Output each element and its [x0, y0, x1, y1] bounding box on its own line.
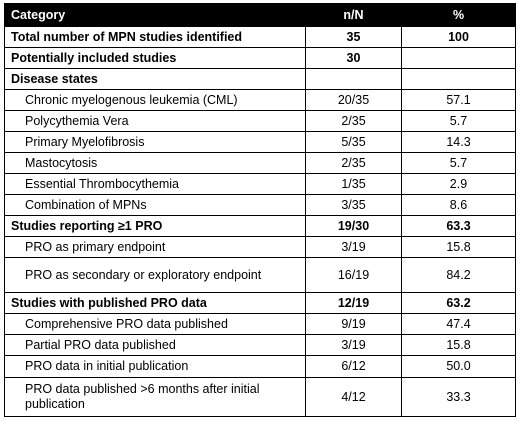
table-row: PRO data in initial publication 6/12 50.…	[4, 355, 516, 378]
row-count: 3/35	[305, 194, 402, 216]
table-row: PRO as primary endpoint 3/19 15.8	[4, 236, 516, 258]
row-label: Studies reporting ≥1 PRO	[4, 215, 306, 237]
row-label: Potentially included studies	[4, 47, 306, 69]
table-row: Combination of MPNs 3/35 8.6	[4, 194, 516, 216]
row-label: PRO data published >6 months after initi…	[4, 377, 306, 417]
row-label: Essential Thrombocythemia	[4, 173, 306, 195]
table-row: Comprehensive PRO data published 9/19 47…	[4, 313, 516, 335]
row-percent: 14.3	[401, 131, 516, 153]
row-percent: 47.4	[401, 313, 516, 335]
header-n-over-n: n/N	[305, 3, 402, 27]
row-label: Combination of MPNs	[4, 194, 306, 216]
row-percent: 15.8	[401, 236, 516, 258]
mpn-studies-table-container: Category n/N % Total number of MPN studi…	[4, 3, 516, 417]
row-percent: 2.9	[401, 173, 516, 195]
row-percent: 63.3	[401, 215, 516, 237]
row-count: 1/35	[305, 173, 402, 195]
row-label: Polycythemia Vera	[4, 110, 306, 132]
row-count: 5/35	[305, 131, 402, 153]
row-count: 6/12	[305, 355, 402, 378]
row-count: 35	[305, 26, 402, 48]
table-row: Essential Thrombocythemia 1/35 2.9	[4, 173, 516, 195]
row-count: 16/19	[305, 257, 402, 293]
row-count: 4/12	[305, 377, 402, 417]
row-count: 2/35	[305, 152, 402, 174]
table-row: Studies reporting ≥1 PRO 19/30 63.3	[4, 215, 516, 237]
row-label: PRO as secondary or exploratory endpoint	[4, 257, 306, 293]
row-count: 12/19	[305, 292, 402, 314]
row-percent: 63.2	[401, 292, 516, 314]
row-percent: 100	[401, 26, 516, 48]
row-percent	[401, 47, 516, 69]
table-header-row: Category n/N %	[4, 3, 516, 27]
row-label: PRO data in initial publication	[4, 355, 306, 378]
header-category: Category	[4, 3, 306, 27]
table-row: Total number of MPN studies identified 3…	[4, 26, 516, 48]
row-percent: 5.7	[401, 152, 516, 174]
row-count: 19/30	[305, 215, 402, 237]
table-row: Potentially included studies 30	[4, 47, 516, 69]
row-label: Partial PRO data published	[4, 334, 306, 356]
row-count	[305, 68, 402, 90]
row-count: 3/19	[305, 236, 402, 258]
row-label: PRO as primary endpoint	[4, 236, 306, 258]
row-label: Total number of MPN studies identified	[4, 26, 306, 48]
row-label: Disease states	[4, 68, 306, 90]
row-label: Comprehensive PRO data published	[4, 313, 306, 335]
table-row: Disease states	[4, 68, 516, 90]
mpn-studies-table: Category n/N % Total number of MPN studi…	[4, 3, 516, 417]
row-label: Studies with published PRO data	[4, 292, 306, 314]
table-row: Polycythemia Vera 2/35 5.7	[4, 110, 516, 132]
row-percent: 8.6	[401, 194, 516, 216]
table-row: PRO as secondary or exploratory endpoint…	[4, 257, 516, 293]
table-row: Mastocytosis 2/35 5.7	[4, 152, 516, 174]
table-row: Primary Myelofibrosis 5/35 14.3	[4, 131, 516, 153]
row-percent: 15.8	[401, 334, 516, 356]
table-row: Partial PRO data published 3/19 15.8	[4, 334, 516, 356]
table-row: Studies with published PRO data 12/19 63…	[4, 292, 516, 314]
row-percent: 84.2	[401, 257, 516, 293]
row-percent: 33.3	[401, 377, 516, 417]
table-row: Chronic myelogenous leukemia (CML) 20/35…	[4, 89, 516, 111]
row-percent: 50.0	[401, 355, 516, 378]
row-count: 30	[305, 47, 402, 69]
row-count: 2/35	[305, 110, 402, 132]
table-row: PRO data published >6 months after initi…	[4, 377, 516, 417]
row-label: Primary Myelofibrosis	[4, 131, 306, 153]
row-label: Chronic myelogenous leukemia (CML)	[4, 89, 306, 111]
row-label: Mastocytosis	[4, 152, 306, 174]
row-count: 3/19	[305, 334, 402, 356]
row-count: 20/35	[305, 89, 402, 111]
row-percent: 5.7	[401, 110, 516, 132]
row-count: 9/19	[305, 313, 402, 335]
row-percent	[401, 68, 516, 90]
header-percent: %	[401, 3, 516, 27]
row-percent: 57.1	[401, 89, 516, 111]
